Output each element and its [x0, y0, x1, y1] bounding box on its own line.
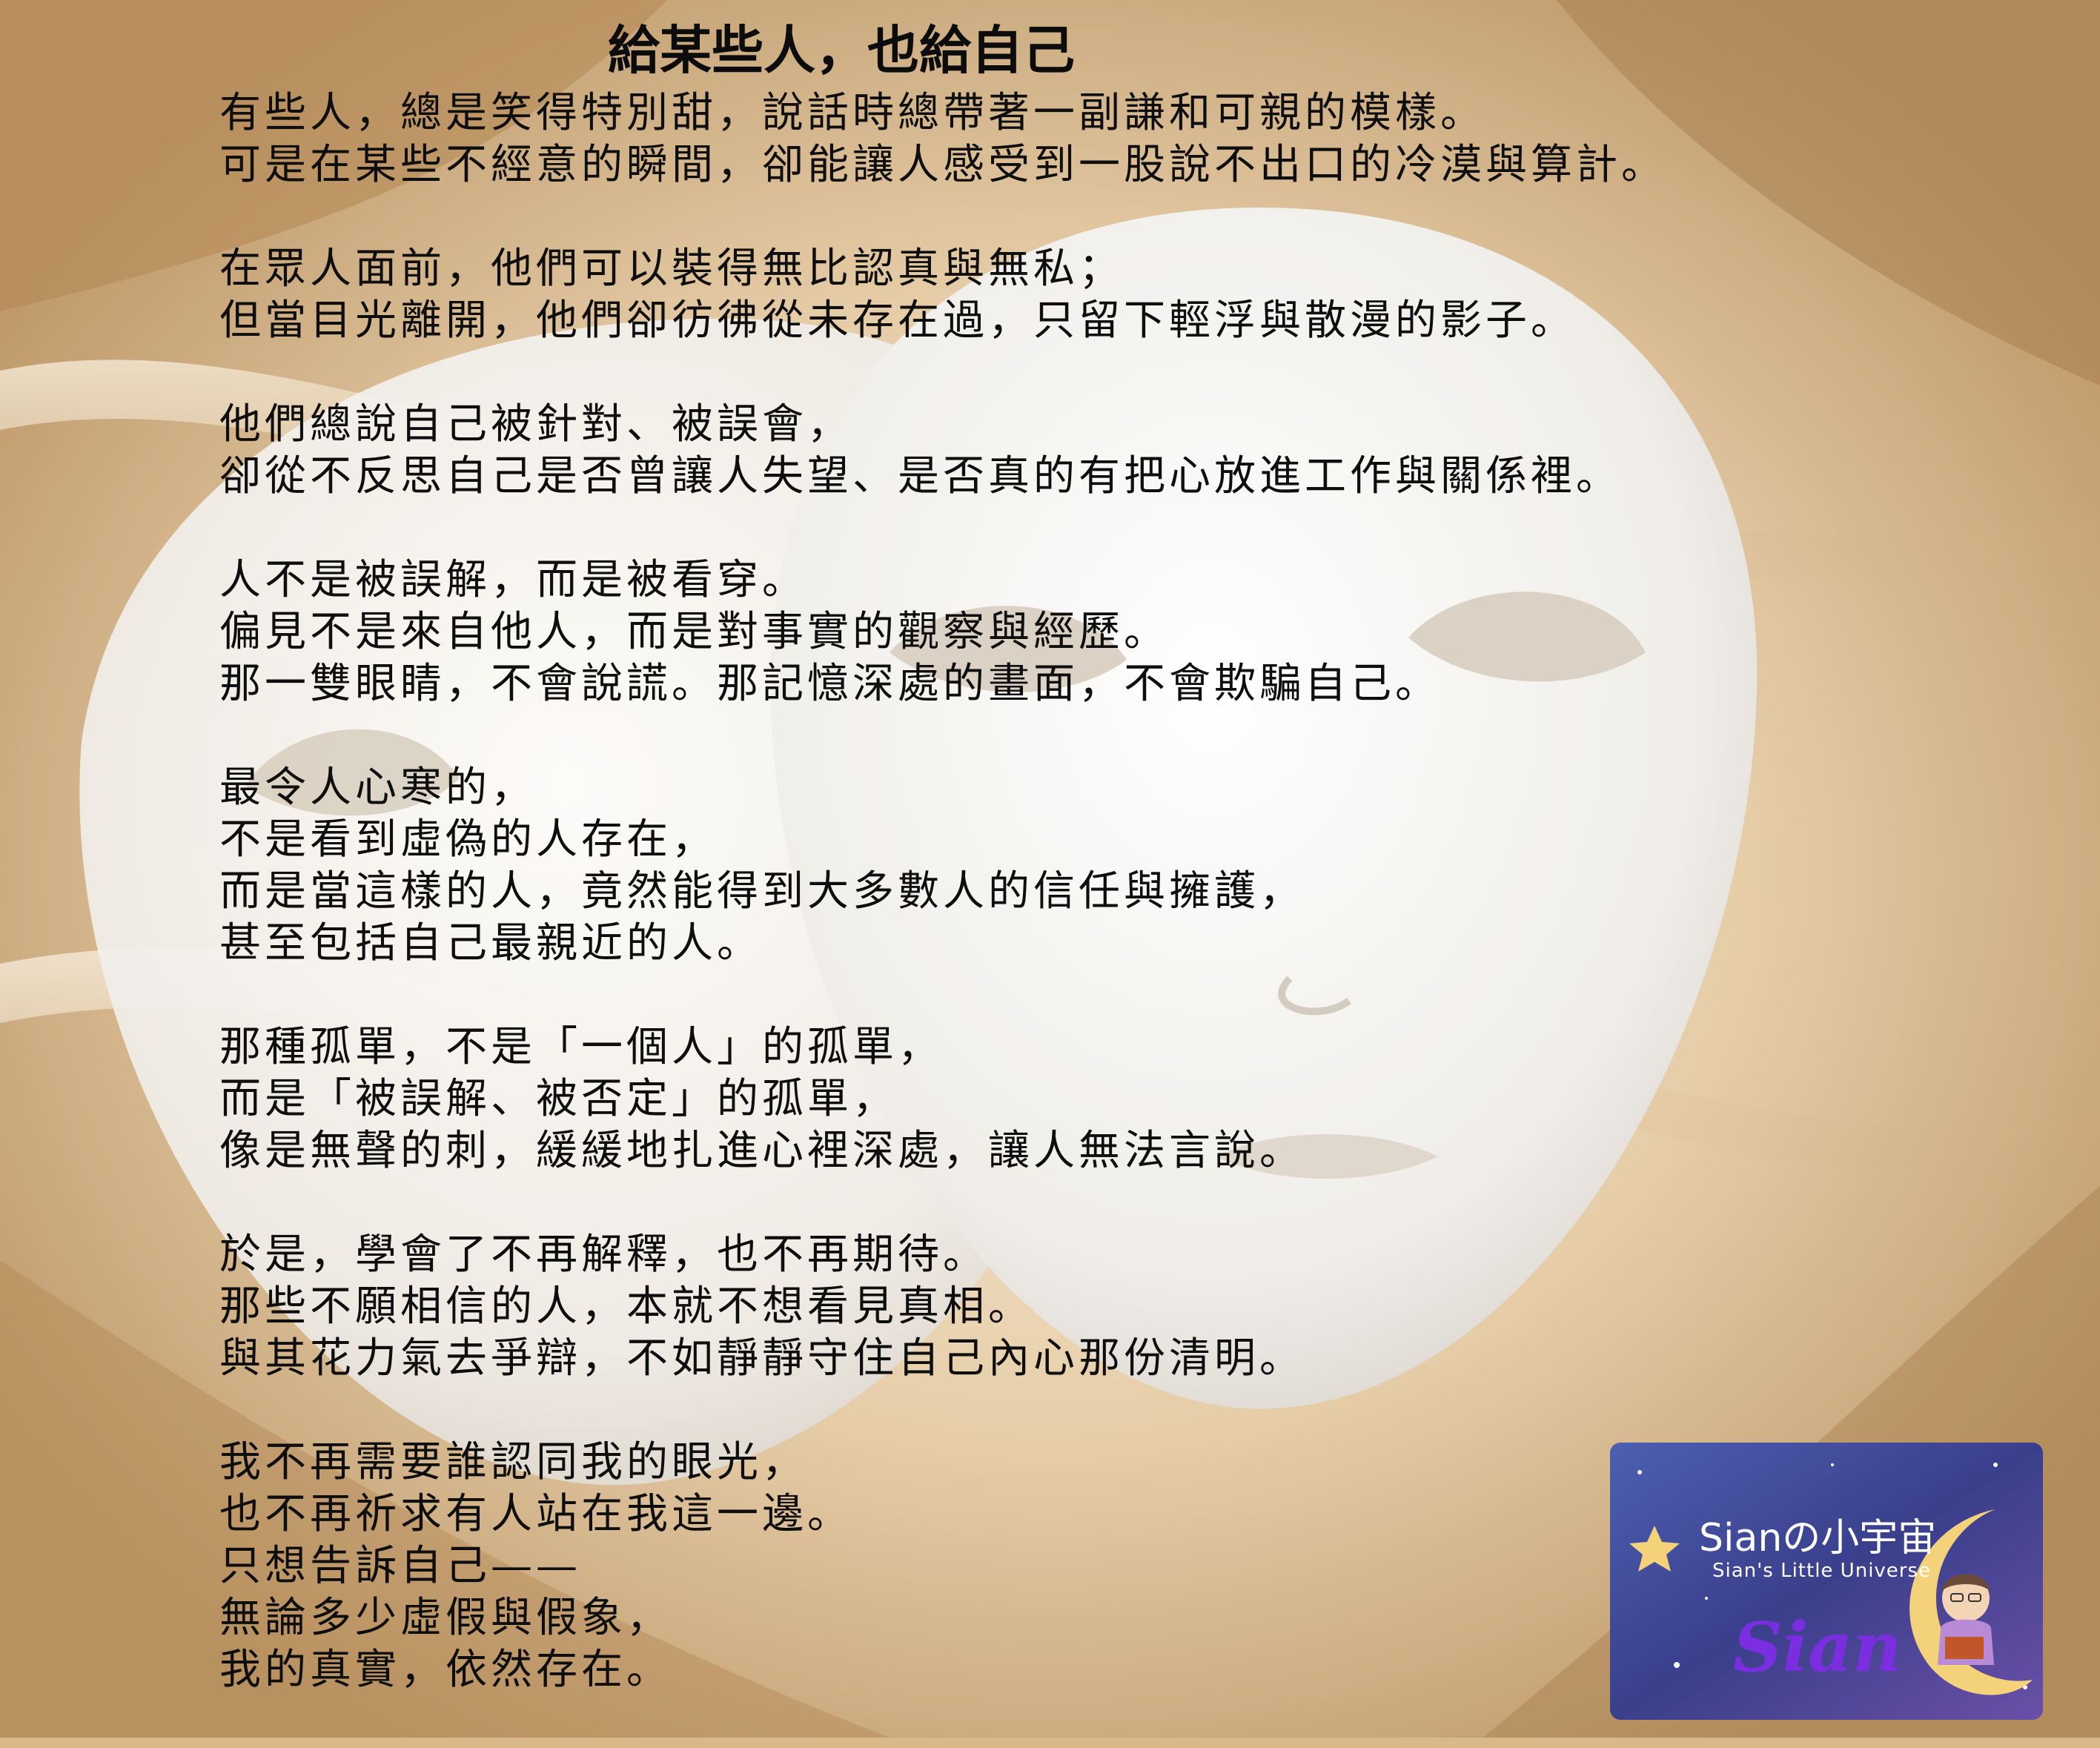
stanza-2: 在眾人面前，他們可以裝得無比認真與無私； 但當目光離開，他們卻彷彿從未存在過，只… — [219, 243, 1924, 347]
poem-line: 可是在某些不經意的瞬間，卻能讓人感受到一股說不出口的冷漠與算計。 — [219, 141, 1666, 189]
poem-line: 而是「被誤解、被否定」的孤單， — [219, 1075, 898, 1123]
stanza-7: 於是，學會了不再解釋，也不再期待。 那些不願相信的人，本就不想看見真相。 與其花… — [219, 1229, 1924, 1385]
stanza-4: 人不是被誤解，而是被看穿。 偏見不是來自他人，而是對事實的觀察與經歷。 那一雙眼… — [219, 554, 1924, 710]
star-icon — [1629, 1526, 1680, 1572]
stanza-6: 那種孤單，不是「一個人」的孤單， 而是「被誤解、被否定」的孤單， 像是無聲的刺，… — [219, 1022, 1924, 1177]
poem-line: 他們總說自己被針對、被誤會， — [219, 400, 852, 448]
poem-line: 與其花力氣去爭辯，不如靜靜守住自己內心那份清明。 — [219, 1334, 1305, 1383]
logo-background — [1610, 1443, 2043, 1720]
poem-line: 無論多少虛假與假象， — [219, 1594, 672, 1642]
reader-avatar-icon — [1938, 1574, 1994, 1665]
stanza-3: 他們總說自己被針對、被誤會， 卻從不反思自己是否曾讓人失望、是否真的有把心放進工… — [219, 399, 1924, 503]
poem-line: 而是當這樣的人，竟然能得到大多數人的信任與擁護， — [219, 867, 1305, 916]
poem-line: 卻從不反思自己是否曾讓人失望、是否真的有把心放進工作與關係裡。 — [219, 452, 1621, 500]
stanza-8: 我不再需要誰認同我的眼光， 也不再祈求有人站在我這一邊。 只想告訴自己—— 無論… — [219, 1437, 1924, 1696]
poem-line: 有些人，總是笑得特別甜，說話時總帶著一副謙和可親的模樣。 — [219, 89, 1485, 137]
poem-line: 也不再祈求有人站在我這一邊。 — [219, 1490, 852, 1538]
poem-line: 那一雙眼睛，不會說謊。那記憶深處的畫面，不會欺騙自己。 — [219, 660, 1440, 708]
poem-line: 於是，學會了不再解釋，也不再期待。 — [219, 1231, 988, 1279]
logo-title: Sianの小宇宙 — [1699, 1516, 1937, 1560]
poem-line: 那種孤單，不是「一個人」的孤單， — [219, 1023, 943, 1071]
stanza-1: 有些人，總是笑得特別甜，說話時總帶著一副謙和可親的模樣。 可是在某些不經意的瞬間… — [219, 87, 1924, 191]
stanza-5: 最令人心寒的， 不是看到虛偽的人存在， 而是當這樣的人，竟然能得到大多數人的信任… — [219, 762, 1924, 970]
logo-signature: Sian — [1733, 1607, 1902, 1687]
poem-line: 但當目光離開，他們卻彷彿從未存在過，只留下輕浮與散漫的影子。 — [219, 297, 1576, 345]
poem-line: 在眾人面前，他們可以裝得無比認真與無私； — [219, 245, 1124, 293]
poem-line: 偏見不是來自他人，而是對事實的觀察與經歷。 — [219, 608, 1169, 656]
poem-body: 有些人，總是笑得特別甜，說話時總帶著一副謙和可親的模樣。 可是在某些不經意的瞬間… — [219, 87, 1924, 1748]
sian-universe-logo: Sianの小宇宙 Sian's Little Universe Sian — [1610, 1443, 2043, 1720]
poem-line: 最令人心寒的， — [219, 764, 536, 812]
poem-line: 只想告訴自己—— — [219, 1542, 581, 1590]
page-title: 給某些人，也給自己 — [608, 20, 1075, 81]
poem-line: 像是無聲的刺，緩緩地扎進心裡深處，讓人無法言說。 — [219, 1127, 1305, 1175]
poem-line: 甚至包括自己最親近的人。 — [219, 919, 762, 967]
poem-line: 我不再需要誰認同我的眼光， — [219, 1438, 807, 1486]
poem-line: 那些不願相信的人，本就不想看見真相。 — [219, 1282, 1033, 1331]
poem-line: 我的真實，依然存在。 — [219, 1646, 672, 1694]
poem-line: 人不是被誤解，而是被看穿。 — [219, 556, 807, 604]
logo-subtitle: Sian's Little Universe — [1712, 1560, 1932, 1582]
poem-line: 不是看到虛偽的人存在， — [219, 815, 717, 864]
